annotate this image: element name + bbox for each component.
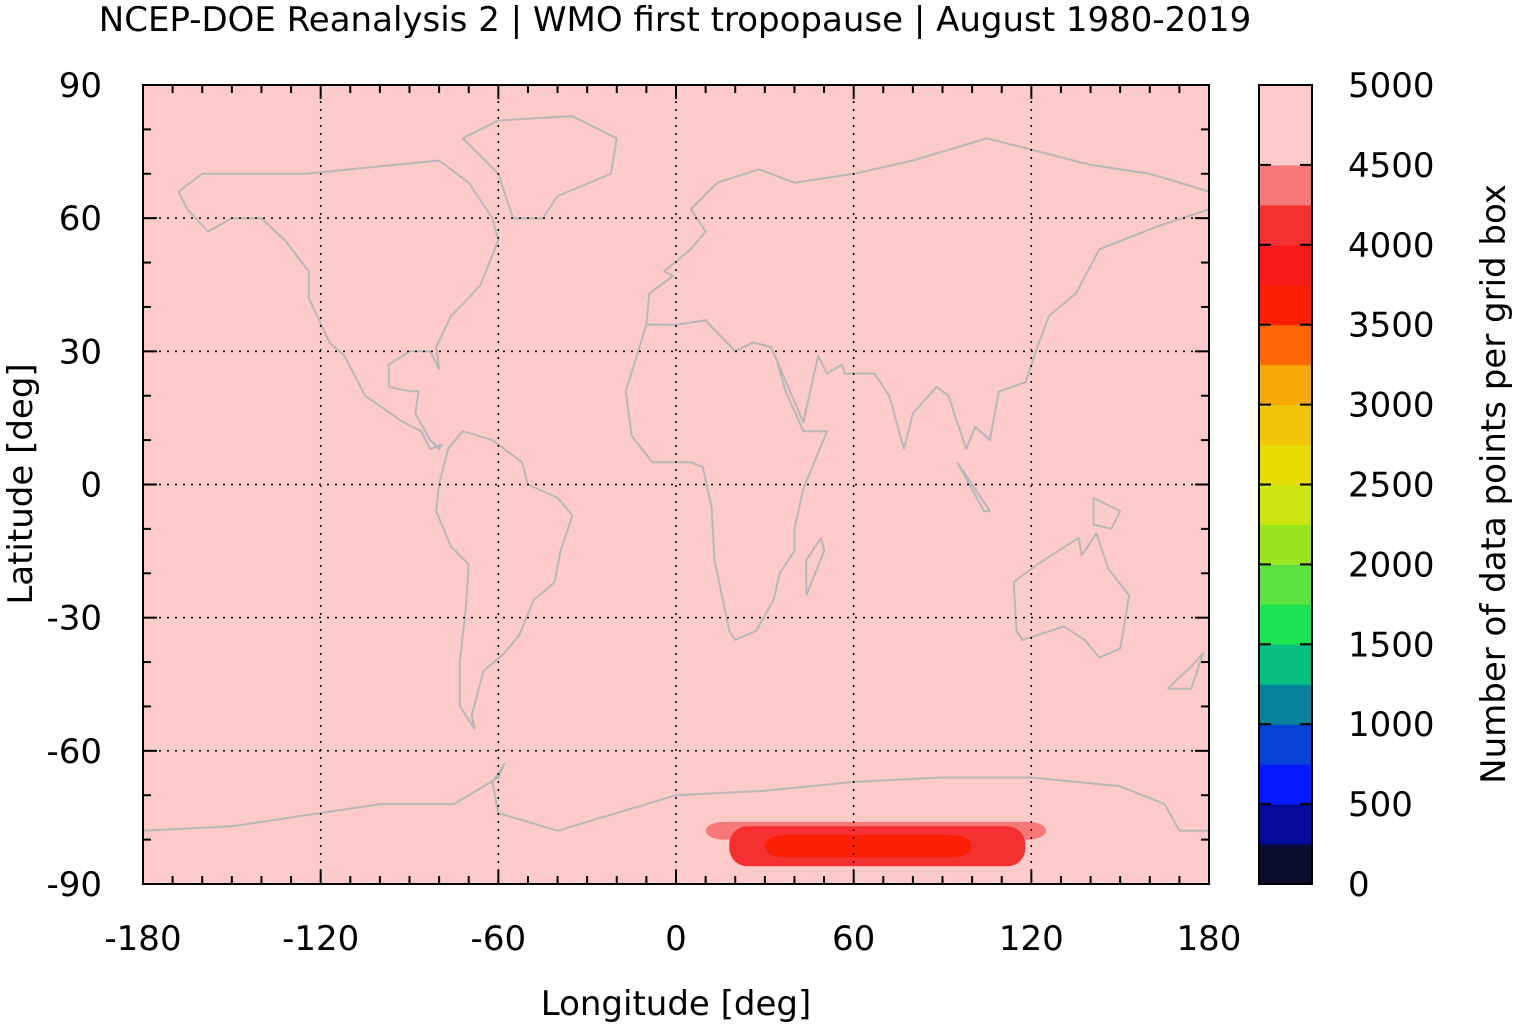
y-tick-label: 30 — [59, 332, 102, 372]
y-tick-label: 0 — [80, 466, 102, 506]
colorbar-segment — [1259, 85, 1312, 166]
colorbar-segment — [1259, 484, 1312, 525]
coastline-5 — [1012, 532, 1131, 659]
y-tick-label: 60 — [59, 199, 102, 239]
coastline-1 — [435, 430, 574, 730]
colorbar-segment — [1259, 604, 1312, 645]
colorbar-tick-label: 5000 — [1348, 66, 1435, 106]
colorbar-tick-label: 1500 — [1348, 625, 1435, 665]
x-tick-label: 120 — [999, 919, 1064, 959]
colorbar-segment — [1259, 564, 1312, 605]
coastline-6 — [142, 763, 1209, 832]
plot-area — [142, 84, 1210, 885]
colorbar-tick-label: 3000 — [1348, 386, 1435, 426]
colorbar-segment — [1259, 404, 1312, 446]
colorbar-label: Number of data points per grid box — [1474, 184, 1514, 784]
colorbar-segment — [1259, 204, 1312, 246]
coastline-9 — [1092, 496, 1122, 530]
y-tick-label: 90 — [59, 66, 102, 106]
colorbar-tick-label: 4500 — [1348, 146, 1435, 186]
low-count-region — [705, 821, 1047, 867]
colorbar-tick-label: 3500 — [1348, 306, 1435, 346]
colorbar-segment — [1259, 364, 1312, 406]
y-axis-label: Latitude [deg] — [1, 363, 41, 604]
x-axis-tick-labels: -180 -120 -60 0 60 120 180 — [104, 919, 1241, 959]
colorbar-segment — [1259, 644, 1312, 685]
colorbar-segment — [1259, 444, 1312, 485]
x-tick-label: -60 — [471, 919, 527, 959]
colorbar-tick-labels: 0 500 1000 1500 2000 2500 3000 3500 4000 4500 5000 — [1348, 66, 1435, 905]
coastline-3 — [645, 137, 1210, 450]
y-tick-label: -30 — [46, 599, 102, 639]
x-tick-label: 0 — [665, 919, 687, 959]
coastline-8 — [956, 461, 991, 513]
colorbar-tick-label: 2000 — [1348, 545, 1435, 585]
colorbar-segment — [1259, 284, 1312, 326]
heatmap-region-2 — [764, 835, 973, 858]
axis-tick-marks — [142, 84, 1210, 885]
y-axis-tick-labels: 90 60 30 0 -30 -60 -90 — [46, 66, 102, 905]
coastline-4 — [624, 319, 828, 641]
y-tick-label: -60 — [46, 732, 102, 772]
x-tick-label: 180 — [1177, 919, 1242, 959]
colorbar-segment — [1259, 524, 1312, 565]
coastline-2 — [461, 115, 618, 220]
x-tick-label: 60 — [832, 919, 875, 959]
colorbar-tick-label: 500 — [1348, 785, 1413, 825]
coastline-10 — [1166, 652, 1205, 690]
chart-title: NCEP-DOE Reanalysis 2 | WMO first tropop… — [99, 0, 1251, 40]
y-tick-label: -90 — [46, 865, 102, 905]
x-tick-label: -180 — [104, 919, 181, 959]
coastlines — [142, 115, 1210, 832]
map-background — [143, 85, 1209, 884]
colorbar-segment — [1259, 804, 1312, 845]
colorbar-segment — [1259, 724, 1312, 765]
colorbar: 0 500 1000 1500 2000 2500 3000 3500 4000 4500 5000 — [1258, 66, 1435, 905]
colorbar-segment — [1259, 244, 1312, 286]
coastline-7 — [805, 536, 826, 596]
colorbar-segment — [1259, 324, 1312, 366]
colorbar-segment — [1259, 684, 1312, 725]
colorbar-tick-label: 4000 — [1348, 226, 1435, 266]
colorbar-tick-label: 1000 — [1348, 705, 1435, 745]
x-axis-label: Longitude [deg] — [541, 984, 812, 1024]
grid-lines — [143, 85, 1209, 884]
colorbar-tick-label: 0 — [1348, 865, 1370, 905]
colorbar-frame — [1258, 84, 1313, 885]
colorbar-segments — [1259, 85, 1312, 885]
colorbar-tick-label: 2500 — [1348, 466, 1435, 506]
colorbar-segment — [1259, 764, 1312, 805]
coastline-0 — [177, 159, 500, 450]
colorbar-segment — [1259, 164, 1312, 206]
x-tick-label: -120 — [282, 919, 359, 959]
colorbar-segment — [1259, 844, 1312, 885]
